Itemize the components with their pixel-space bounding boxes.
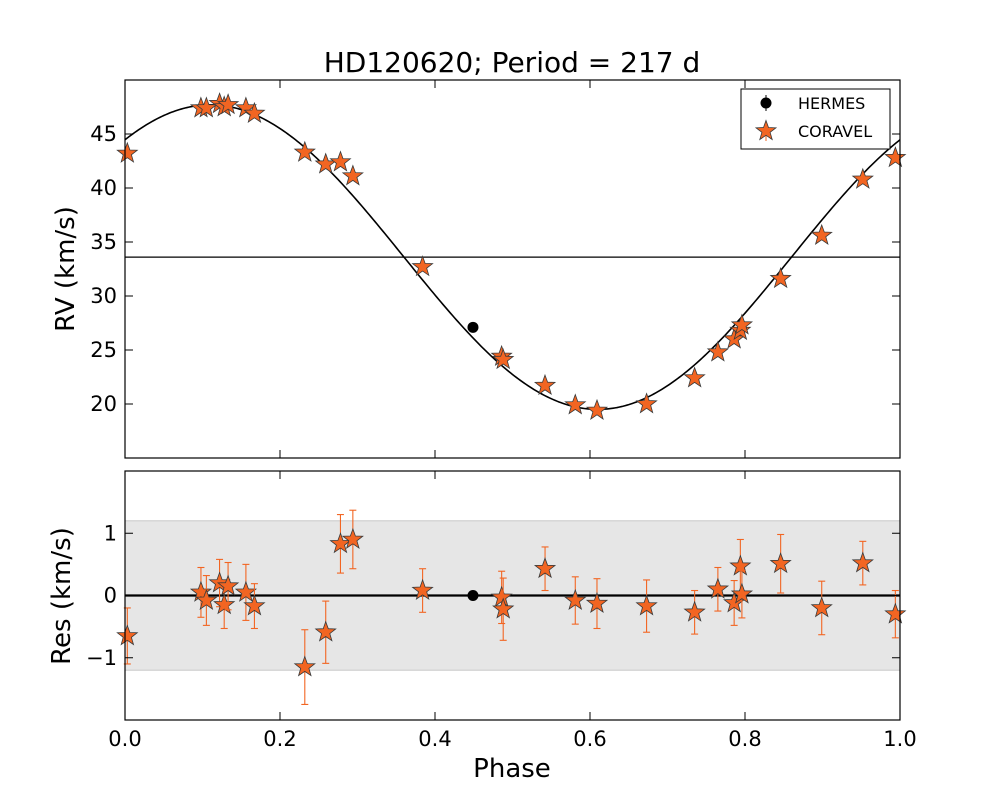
residual-panel: 1 0 −1 Res (km/s) <box>47 470 907 721</box>
x-tick-label: 0.2 <box>263 727 296 751</box>
coravel-residual-point <box>635 594 658 616</box>
coravel-rv-point <box>293 140 316 162</box>
legend-hermes-marker <box>760 97 772 109</box>
legend-coravel-label: CORAVEL <box>798 122 872 141</box>
rv-y-tick-label: 20 <box>90 392 117 416</box>
rv-panel: 20 25 30 35 40 45 RV (km/s) HERMES CORAVEL <box>51 79 907 459</box>
rv-ticks-layer: 20 25 30 35 40 45 <box>90 80 901 458</box>
hermes-residual-point <box>467 590 479 601</box>
coravel-residual-point <box>341 527 364 549</box>
coravel-rv-point <box>730 313 754 335</box>
x-axis-label: Phase <box>473 754 551 784</box>
coravel-residual-point <box>213 593 236 615</box>
coravel-rv-point <box>585 398 609 420</box>
coravel-residual-point <box>116 624 139 646</box>
coravel-residual-point <box>411 578 434 600</box>
coravel-rv-point <box>243 101 266 123</box>
coravel-residual-point <box>533 557 557 579</box>
coravel-residual-point <box>314 620 337 642</box>
x-tick-labels: 0.0 0.2 0.4 0.6 0.8 1.0 <box>108 727 916 751</box>
residual-y-tick-label: 0 <box>104 584 117 608</box>
x-tick-label: 0.6 <box>573 727 606 751</box>
coravel-rv-point <box>635 392 658 414</box>
rv-y-tick-label: 30 <box>90 284 117 308</box>
coravel-residual-point <box>234 580 258 602</box>
residual-y-tick-label: 1 <box>104 521 117 545</box>
residual-y-tick-label: −1 <box>86 646 117 670</box>
coravel-residual-point <box>585 591 609 614</box>
legend-coravel-star-shape <box>754 119 778 141</box>
coravel-rv-point <box>533 373 557 396</box>
rv-y-tick-label: 45 <box>90 122 117 146</box>
coravel-residual-point <box>683 600 706 622</box>
coravel-residual-point <box>884 602 907 624</box>
coravel-rv-point <box>329 150 352 172</box>
hermes-rv-point <box>467 321 479 333</box>
coravel-rv-point <box>769 267 792 289</box>
coravel-residual-point <box>706 577 730 599</box>
residual-ticks-layer: 1 0 −1 <box>86 471 901 720</box>
residual-points-layer <box>116 509 907 705</box>
legend-hermes-label: HERMES <box>798 94 865 113</box>
coravel-rv-point <box>116 141 139 163</box>
coravel-residual-point <box>490 585 513 607</box>
coravel-residual-point <box>492 597 515 619</box>
x-tick-label: 0.8 <box>728 727 761 751</box>
coravel-residual-point <box>851 551 874 573</box>
residual-y-axis-label: Res (km/s) <box>47 527 77 665</box>
coravel-residual-point <box>243 594 266 616</box>
x-tick-label: 0.4 <box>418 727 451 751</box>
coravel-residual-point <box>293 655 316 677</box>
coravel-residual-point <box>195 588 218 610</box>
coravel-rv-point <box>411 255 434 277</box>
coravel-rv-point <box>884 146 907 168</box>
coravel-rv-point <box>683 366 706 388</box>
coravel-rv-point <box>706 340 730 362</box>
chart-title: HD120620; Period = 217 d <box>324 46 701 79</box>
coravel-rv-point <box>564 393 587 415</box>
coravel-rv-point <box>195 96 218 118</box>
rv-y-axis-label: RV (km/s) <box>51 206 81 332</box>
rv-points-layer <box>116 92 907 420</box>
legend-coravel-marker <box>754 119 778 141</box>
coravel-residual-point <box>216 574 240 596</box>
coravel-residual-point <box>730 582 754 604</box>
rv-y-tick-label: 40 <box>90 176 117 200</box>
rv-plot-frame <box>124 79 901 459</box>
x-tick-label: 0.0 <box>108 727 141 751</box>
coravel-rv-point <box>492 348 515 370</box>
coravel-rv-point <box>341 164 364 186</box>
rv-y-tick-label: 25 <box>90 338 117 362</box>
legend: HERMES CORAVEL <box>740 88 891 150</box>
coravel-residual-point <box>810 596 833 618</box>
coravel-rv-point <box>851 167 874 189</box>
x-tick-label: 1.0 <box>883 727 916 751</box>
rv-y-tick-label: 35 <box>90 230 117 254</box>
coravel-rv-point <box>216 93 240 115</box>
coravel-rv-point <box>810 223 833 245</box>
coravel-residual-point <box>769 552 792 574</box>
coravel-residual-point <box>564 588 587 610</box>
